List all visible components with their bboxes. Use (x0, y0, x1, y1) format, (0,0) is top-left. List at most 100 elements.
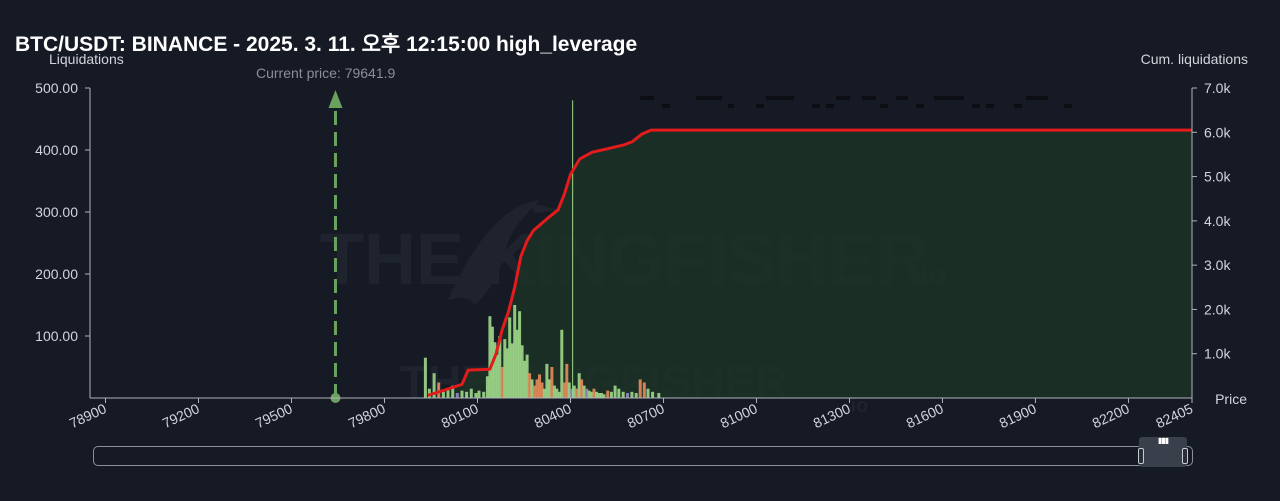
liquidation-bar (495, 354, 499, 398)
legend-dash (1064, 104, 1072, 108)
liquidation-bar (572, 385, 576, 398)
current-price-label: Current price: 79641.9 (256, 65, 396, 81)
legend-dash (916, 104, 924, 108)
liquidation-bar (597, 393, 601, 398)
y2-tick-label: 1.0k (1204, 346, 1231, 362)
liquidation-bar (621, 391, 625, 398)
legend-dash (696, 96, 722, 100)
range-handle-left[interactable] (1138, 448, 1144, 464)
y2-tick-label: 7.0k (1204, 80, 1231, 96)
legend-dash (662, 104, 670, 108)
liquidation-bar (592, 388, 596, 398)
legend-dash (728, 104, 734, 108)
right-axis-title: Cum. liquidations (1141, 51, 1248, 67)
legend-dash (986, 104, 994, 108)
liquidation-bar (477, 390, 481, 398)
liquidation-bar (560, 329, 564, 398)
liquidation-bar (570, 388, 574, 398)
liquidation-bar (646, 388, 650, 398)
legend-dash (826, 104, 834, 108)
liquidation-bar (508, 317, 512, 398)
y-tick-label: 200.00 (35, 266, 78, 282)
legend-dash (766, 96, 794, 100)
liquidation-bar (595, 391, 598, 398)
liquidation-bar (432, 373, 436, 398)
legend-dash (972, 104, 980, 108)
liquidation-bar (518, 311, 522, 398)
liquidation-bar (533, 385, 536, 398)
liquidation-bar (460, 390, 464, 398)
liquidation-bar (451, 385, 455, 398)
liquidation-bar (651, 391, 655, 398)
legend-dashes (640, 96, 1072, 108)
liquidation-bar (515, 329, 519, 398)
liquidation-bar (523, 360, 527, 398)
liquidation-bar (613, 385, 617, 398)
y2-tick-label: 5.0k (1204, 169, 1231, 185)
liquidation-bar (562, 382, 566, 398)
liquidation-bar (455, 393, 459, 398)
liquidation-bar (585, 388, 589, 398)
grip-icon: ▮▮▮ (1158, 436, 1169, 445)
liquidation-bar (545, 363, 549, 398)
liquidation-bar (535, 379, 539, 398)
liquidation-bar (552, 385, 556, 398)
liquidation-bar (474, 393, 478, 398)
liquidation-bar (528, 373, 532, 398)
cum-liquidations-line (427, 128, 1192, 397)
legend-dash (812, 104, 820, 108)
liquidation-bar (657, 393, 661, 398)
liquidation-bar (567, 382, 571, 398)
liquidation-bar (555, 388, 559, 398)
legend-dash (836, 96, 850, 100)
liquidation-bar (446, 388, 450, 398)
legend-dash (1026, 96, 1048, 100)
liquidation-bar (638, 379, 642, 398)
y2-tick-label: 2.0k (1204, 301, 1231, 317)
liquidation-bar (542, 388, 546, 398)
legend-dash (862, 96, 876, 100)
liquidation-bar (488, 316, 492, 398)
liquidation-bar (547, 379, 551, 398)
range-scrollbar-thumb[interactable] (1139, 437, 1187, 467)
legend-dash (756, 104, 764, 108)
liquidation-bar (630, 391, 634, 398)
liquidation-bar (580, 379, 584, 398)
liquidation-bar (550, 367, 554, 398)
liquidation-bar (498, 336, 502, 398)
y-tick-label: 500.00 (35, 80, 78, 96)
liquidation-bar (606, 390, 610, 398)
liquidation-bar (493, 342, 497, 398)
current-price-arrow-icon (328, 90, 343, 108)
liquidation-bar (642, 382, 646, 398)
x-tick-label: 78900 (67, 400, 109, 431)
x-tick-label: 81300 (811, 400, 853, 431)
liquidation-bar (538, 374, 541, 398)
liquidation-bar (525, 354, 529, 398)
x-tick-label: 81600 (904, 400, 946, 431)
range-scrollbar[interactable] (93, 446, 1193, 466)
x-tick-label: 79800 (346, 400, 388, 431)
liquidation-bar (600, 393, 603, 398)
liquidation-bar (617, 388, 621, 398)
range-handle-right[interactable] (1182, 448, 1188, 464)
x-tick-label: 82200 (1090, 400, 1132, 431)
liquidation-bar (540, 382, 544, 398)
liquidation-bar (557, 391, 561, 398)
x-tick-label: 82405 (1153, 400, 1195, 431)
liquidation-bar (500, 367, 504, 398)
liquidation-bar (575, 388, 579, 398)
liquidation-bar (602, 394, 606, 398)
liquidation-bar (626, 393, 629, 398)
liquidation-bar (505, 348, 509, 398)
liquidation-bar (590, 391, 594, 398)
y-tick-label: 100.00 (35, 328, 78, 344)
kingfisher-bird-icon (448, 200, 560, 305)
liquidation-bar (441, 391, 445, 398)
x-axis-title: Price (1215, 391, 1247, 407)
y2-tick-label: 6.0k (1204, 124, 1231, 140)
cum-liquidations-area (427, 130, 1193, 398)
legend-dash (880, 104, 888, 108)
y-tick-label: 400.00 (35, 142, 78, 158)
